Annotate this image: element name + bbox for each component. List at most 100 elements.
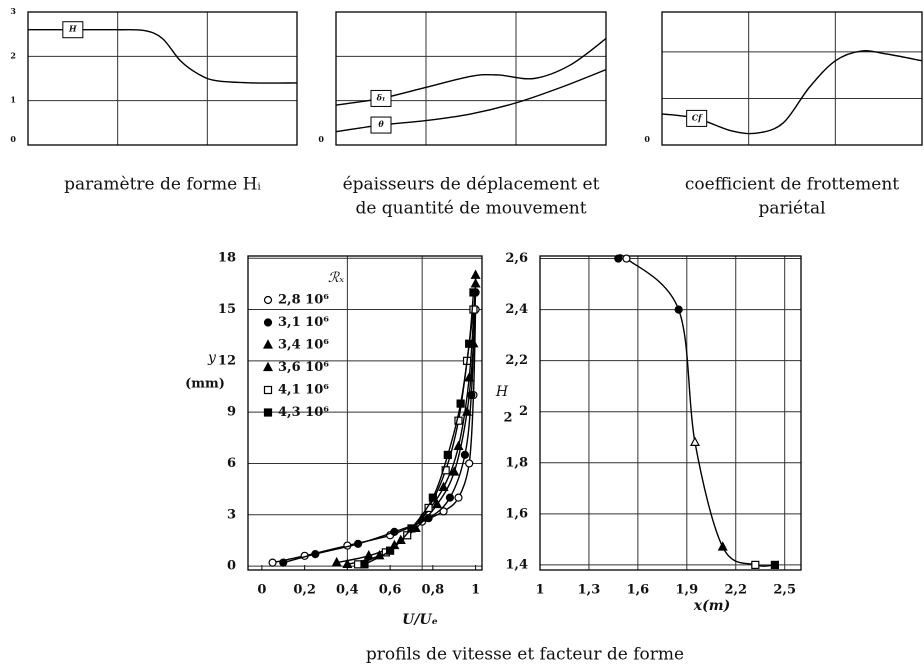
chart-caption: coefficient de frottement — [685, 175, 899, 195]
marker — [717, 541, 728, 551]
marker — [263, 318, 273, 327]
marker — [464, 372, 475, 382]
legend-label: 4,3 10⁶ — [278, 405, 329, 420]
marker — [614, 254, 623, 263]
y-tick-label: 6 — [227, 456, 236, 471]
x-tick-label: 1 — [535, 583, 544, 598]
marker — [469, 305, 478, 314]
marker — [441, 466, 450, 475]
curve-label: δ₁ — [376, 92, 386, 102]
x-tick-label: 2,5 — [773, 583, 796, 598]
marker — [403, 531, 412, 540]
marker — [445, 493, 455, 502]
x-tick-label: 0,4 — [336, 583, 359, 598]
legend-label: 3,4 10⁶ — [278, 338, 329, 353]
plot-frame — [27, 11, 298, 146]
marker — [470, 278, 481, 288]
curve-label-box — [686, 109, 708, 127]
curve-label: θ — [378, 119, 384, 129]
marker — [438, 481, 449, 491]
x-tick-label: 2,2 — [724, 583, 747, 598]
marker — [386, 546, 395, 555]
plot-frame — [335, 11, 607, 146]
chart-caption: pariétal — [758, 199, 825, 219]
y-tick-label: 18 — [218, 251, 236, 266]
y-tick-label: 15 — [218, 302, 236, 317]
marker — [263, 408, 273, 417]
y-tick-label: 3 — [227, 507, 236, 522]
curve — [661, 50, 923, 135]
marker — [263, 361, 273, 372]
curve-label-box — [370, 116, 392, 134]
legend-label: 3,6 10⁶ — [278, 360, 329, 375]
marker — [622, 254, 631, 263]
x-tick-label: 0,2 — [293, 583, 316, 598]
marker — [353, 539, 363, 548]
x-axis-label: U/Uₑ — [402, 612, 438, 628]
marker — [454, 416, 463, 425]
marker — [263, 339, 273, 349]
x-tick-label: 1,6 — [627, 583, 650, 598]
marker — [439, 507, 448, 516]
x-tick-label: 0 — [257, 583, 266, 598]
plot-frame — [661, 11, 923, 146]
x-tick-label: 1,3 — [578, 583, 601, 598]
figure-caption: profils de vitesse et facteur de forme — [366, 645, 684, 665]
marker — [279, 558, 288, 567]
plot-frame — [539, 255, 802, 571]
y-tick-label: 2,2 — [505, 353, 528, 368]
y-tick-label: 3 — [10, 6, 16, 16]
curve — [283, 292, 477, 564]
y-tick-label: 2 — [10, 50, 16, 60]
legend-title: ℛₓ — [328, 270, 344, 286]
marker — [449, 466, 460, 476]
y-tick-label: 2 — [519, 404, 528, 419]
y-tick-label: 1 — [10, 95, 16, 105]
curve-label: H — [68, 24, 77, 34]
marker — [465, 339, 474, 348]
y-tick-label: 2,4 — [505, 302, 528, 317]
chart-caption: paramètre de forme Hᵢ — [64, 175, 261, 195]
marker — [674, 305, 683, 314]
curve — [27, 28, 298, 84]
curve — [617, 254, 775, 567]
curve — [272, 309, 477, 564]
y-tick-label: 2,6 — [505, 251, 528, 266]
plot-frame — [247, 255, 483, 571]
y-axis-label: (mm) — [185, 377, 225, 392]
marker — [342, 558, 353, 568]
y-tick-label: 0 — [644, 134, 650, 144]
marker — [469, 288, 478, 297]
marker — [689, 436, 700, 446]
legend-label: 3,1 10⁶ — [278, 315, 329, 330]
y-tick-label: 0 — [10, 134, 16, 144]
marker — [263, 385, 273, 395]
marker — [453, 440, 464, 450]
y-tick-label: 1,8 — [505, 455, 528, 470]
marker — [311, 549, 320, 559]
y-tick-label: 1,4 — [505, 557, 528, 572]
y-tick-label: 12 — [218, 353, 236, 368]
curve-label-box — [370, 89, 392, 107]
y-tick-label: 9 — [227, 405, 236, 420]
marker — [751, 560, 760, 569]
marker — [443, 450, 452, 460]
x-tick-label: 1,9 — [676, 583, 699, 598]
x-tick-label: 1 — [471, 583, 480, 598]
marker — [465, 459, 474, 468]
y-axis-label: 2 — [503, 411, 512, 426]
curve-label-box — [62, 21, 84, 39]
curve-label: Cf — [692, 112, 703, 122]
y-tick-label: 0 — [227, 559, 236, 574]
marker — [432, 498, 443, 509]
marker — [456, 399, 465, 408]
y-axis-label: H — [495, 384, 509, 400]
marker — [454, 493, 463, 502]
marker — [428, 493, 437, 502]
marker — [263, 295, 273, 305]
y-tick-label: 1,6 — [505, 506, 528, 521]
marker — [268, 558, 277, 567]
marker — [360, 560, 369, 569]
legend-label: 2,8 10⁶ — [278, 293, 329, 308]
